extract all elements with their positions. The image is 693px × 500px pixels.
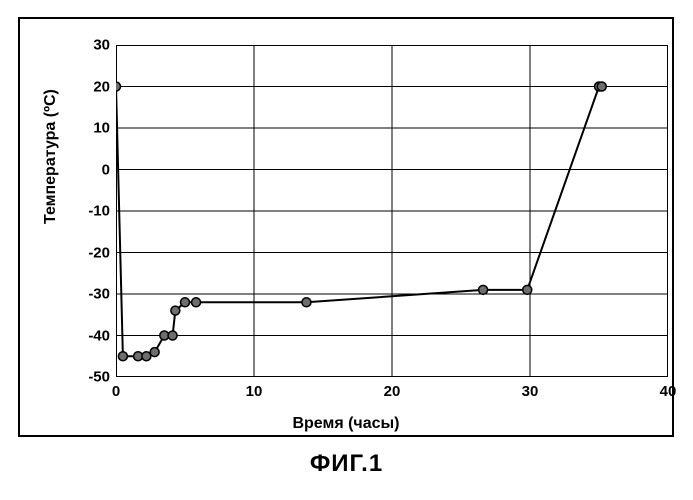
y-axis-label-text: Температура (ºC) xyxy=(42,89,59,224)
x-tick-label: 0 xyxy=(112,383,120,400)
y-tick-label: 20 xyxy=(70,78,110,95)
y-tick-label: -50 xyxy=(70,369,110,386)
chart-outer-frame: Температура (ºC) Время (часы) -50 -40 -30 -… xyxy=(18,17,674,437)
x-axis-label: Время (часы) xyxy=(20,415,672,433)
x-tick-label: 20 xyxy=(384,383,401,400)
figure-container: Температура (ºC) Время (часы) -50 -40 -30 -… xyxy=(0,0,693,500)
data-point-marker xyxy=(181,298,190,307)
data-point-marker xyxy=(150,348,159,357)
x-axis-label-text: Время (часы) xyxy=(292,415,399,432)
x-tick-label: 40 xyxy=(660,383,677,400)
y-tick-label: -10 xyxy=(70,203,110,220)
y-tick-label: 10 xyxy=(70,120,110,137)
x-tick-label: 30 xyxy=(522,383,539,400)
y-tick-label: -20 xyxy=(70,244,110,261)
plot-area xyxy=(116,45,668,377)
data-point-marker xyxy=(168,331,177,340)
y-axis-label: Температура (ºC) xyxy=(42,89,60,224)
x-tick-label: 10 xyxy=(246,383,263,400)
data-point-marker xyxy=(597,82,606,91)
figure-caption-text: ФИГ.1 xyxy=(310,450,383,477)
data-point-marker xyxy=(192,298,201,307)
data-point-marker xyxy=(523,285,532,294)
data-point-marker xyxy=(116,82,121,91)
data-point-marker xyxy=(302,298,311,307)
figure-caption: ФИГ.1 xyxy=(0,450,693,478)
data-point-marker xyxy=(118,352,127,361)
y-tick-label: 0 xyxy=(70,161,110,178)
data-point-marker xyxy=(171,306,180,315)
y-tick-label: -30 xyxy=(70,286,110,303)
plot-svg xyxy=(116,45,668,377)
y-tick-label: 30 xyxy=(70,37,110,54)
data-point-marker xyxy=(479,285,488,294)
y-tick-label: -40 xyxy=(70,327,110,344)
